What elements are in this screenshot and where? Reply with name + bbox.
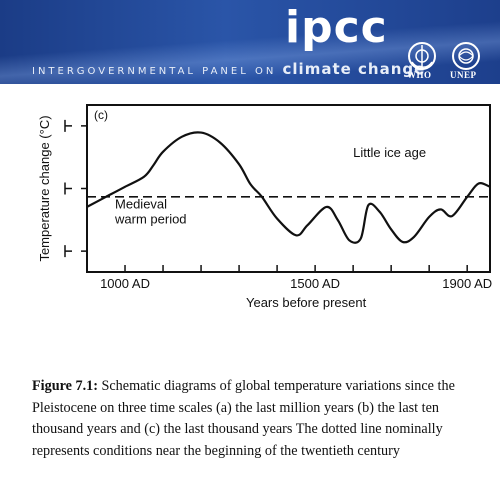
chart-annotation: Little ice age xyxy=(353,145,426,160)
caption-text: Schematic diagrams of global temperature… xyxy=(32,378,455,459)
plot-frame xyxy=(86,104,491,273)
unep-emblem-icon xyxy=(452,42,480,70)
x-tick-label: 1000 AD xyxy=(100,276,150,291)
ipcc-logo: ipcc xyxy=(285,2,388,53)
org-name-tail: climate change xyxy=(282,60,426,78)
who-emblem-icon xyxy=(408,42,436,70)
x-axis-label: Years before present xyxy=(246,295,367,310)
y-axis-label: Temperature change (°C) xyxy=(37,115,52,261)
chart-annotation: Medieval xyxy=(115,197,167,212)
temperature-series-line xyxy=(86,131,491,244)
chart-annotation: warm period xyxy=(114,212,187,227)
panel-label: (c) xyxy=(94,108,108,122)
unep-label: UNEP xyxy=(450,70,477,80)
y-axis-label-group: Temperature change (°C) xyxy=(37,115,52,261)
x-tick-label: 1900 AD xyxy=(442,276,492,291)
x-tick-labels: 1000 AD 1500 AD 1900 AD xyxy=(100,276,492,291)
x-ticks xyxy=(124,265,468,272)
ipcc-banner: ipcc INTERGOVERNMENTAL PANEL ON climate … xyxy=(0,0,500,84)
who-label: WHO xyxy=(407,70,432,80)
org-name-prefix: INTERGOVERNMENTAL PANEL ON xyxy=(32,66,277,77)
temperature-chart: Temperature change (°C) (c) Little ice a… xyxy=(37,104,492,310)
figure-label: Figure 7.1: xyxy=(32,378,98,394)
y-ticks xyxy=(64,119,87,258)
org-name: INTERGOVERNMENTAL PANEL ON climate chang… xyxy=(32,60,425,78)
x-tick-label: 1500 AD xyxy=(290,276,340,291)
figure-caption: Figure 7.1: Schematic diagrams of global… xyxy=(32,376,488,462)
